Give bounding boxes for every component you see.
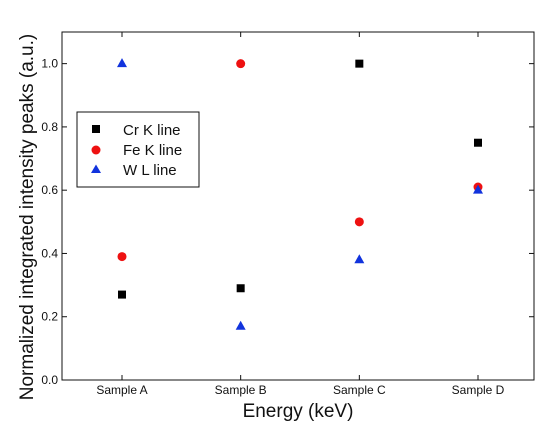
fe-k-line-point-sample-c [354,217,364,227]
legend: Cr K line Fe K line W L line [76,111,200,188]
legend-marker-w [91,164,101,173]
y-tick-label: 1.0 [41,57,58,71]
x-tick-label: Sample B [215,383,267,397]
x-tick-label: Sample D [452,383,505,397]
cr-k-line-point-sample-b [236,284,245,293]
legend-label-w: W L line [123,162,177,179]
legend-label-fe: Fe K line [123,142,182,159]
y-axis-title: Normalized integrated intensity peaks (a… [17,34,38,400]
cr-k-line-point-sample-a [118,290,126,299]
y-tick-label: 0.8 [41,120,58,134]
x-tick-label: Sample C [333,383,386,397]
fe-k-line-point-sample-b [236,59,246,69]
legend-label-cr: Cr K line [123,122,181,139]
fe-k-line-point-sample-a [117,252,127,262]
y-tick-label: 0.4 [41,246,58,260]
w-l-line-point-sample-d [473,184,483,194]
legend-marker-cr [92,125,100,133]
x-axis-title: Energy (keV) [243,401,354,422]
y-tick-label: 0.2 [41,310,58,324]
x-tick-label: Sample A [96,383,147,397]
y-tick-label: 0.6 [41,183,58,197]
data-points [117,58,483,330]
y-tick-label: 0.0 [41,373,58,387]
w-l-line-point-sample-a [117,58,127,68]
w-l-line-point-sample-c [354,254,365,264]
w-l-line-point-sample-b [235,320,246,330]
cr-k-line-point-sample-c [355,59,364,68]
x-axis-ticks: Sample A Sample B Sample C Sample D [96,32,505,397]
y-axis-ticks: 0.0 0.2 0.4 0.6 0.8 1.0 [41,57,534,387]
cr-k-line-point-sample-d [474,138,482,147]
legend-marker-fe [91,145,101,155]
plot-frame [61,31,535,381]
